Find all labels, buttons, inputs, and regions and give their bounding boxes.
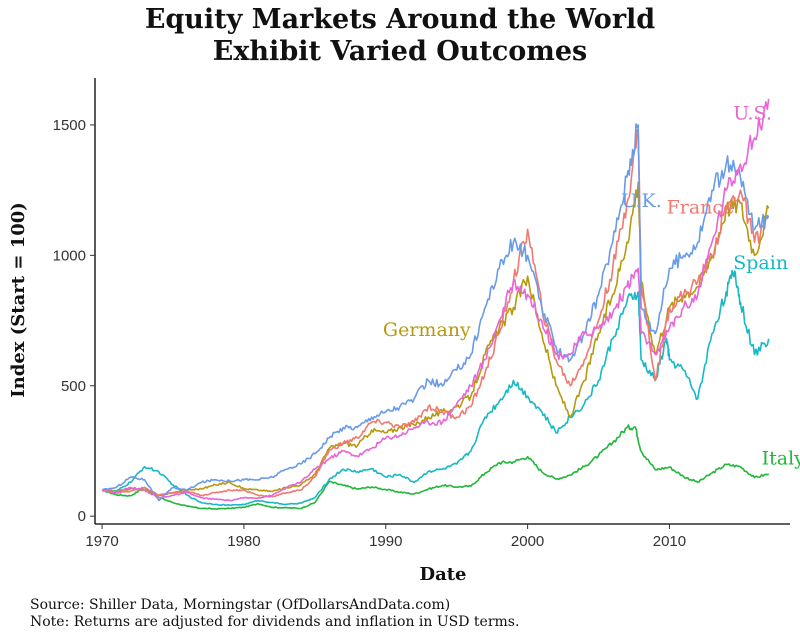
series-label: Germany [383,319,471,341]
x-tick-label: 2000 [511,533,544,550]
series-label: Italy [762,448,800,470]
caption-note: Note: Returns are adjusted for dividends… [30,614,520,630]
x-tick-label: 1970 [85,533,118,550]
series-label: U.S. [733,103,772,125]
chart-title-line-1: Equity Markets Around the World [144,4,656,35]
y-tick-label: 1500 [53,117,86,134]
y-tick-label: 500 [61,378,86,395]
caption-source: Source: Shiller Data, Morningstar (OfDol… [30,597,451,613]
series-label: U.K. [621,190,662,212]
x-tick-label: 1980 [227,533,260,550]
series-line-uk [101,123,770,502]
y-tick-label: 0 [78,508,86,525]
series-line-spain [101,269,770,507]
series-lines [101,98,770,511]
series-line-italy [102,424,770,511]
x-axis-title: Date [419,564,466,585]
series-label: Spain [733,252,788,274]
y-tick-label: 1000 [53,247,86,264]
y-axis-title: Index (Start = 100) [8,202,29,398]
series-line-france [101,129,770,498]
series-line-us [101,98,770,502]
x-tick-label: 1990 [369,533,402,550]
chart-title-line-2: Exhibit Varied Outcomes [212,36,588,67]
x-tick-label: 2010 [653,533,686,550]
series-label: France [667,197,735,219]
axes: 1970 1980 1990 2000 2010 0 500 1000 1500 [53,78,790,550]
